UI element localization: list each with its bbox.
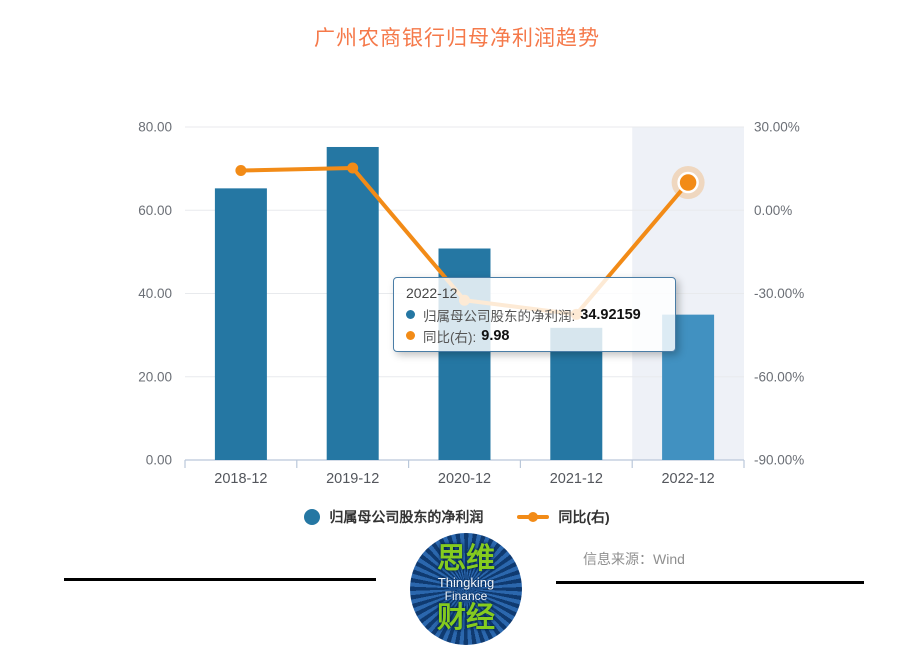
tooltip-line-series-dot-icon [406, 331, 415, 340]
logo-en-text-1: Thingking [437, 575, 495, 590]
bar-2018-12[interactable] [214, 188, 267, 460]
logo-top-text: 思维 [436, 543, 495, 575]
chart-tooltip: 2022-12 归属母公司股东的净利润: 34.92159 同比(右): 9.9… [393, 277, 676, 352]
bar-series-legend-icon [304, 509, 321, 525]
tooltip-netprofit-value: 34.92159 [580, 306, 641, 323]
chart-legend: 归属母公司股东的净利润 同比(右) [0, 505, 914, 529]
logo-bottom-text: 财经 [436, 602, 495, 634]
x-axis-label-2022-12: 2022-12 [661, 471, 714, 487]
bar-2019-12[interactable] [326, 146, 379, 461]
tooltip-yoy-label: 同比(右): [423, 329, 477, 345]
legend-yoy-label: 同比(右) [558, 509, 610, 525]
logo-en-text-2: Finance [444, 589, 488, 603]
line-point-2018-12[interactable] [235, 165, 247, 177]
tooltip-bar-series-dot-icon [406, 310, 415, 319]
legend-netprofit-label: 归属母公司股东的净利润 [329, 509, 484, 525]
left-axis-label: 60.00 [138, 203, 172, 218]
x-axis-label-2021-12: 2021-12 [550, 471, 603, 487]
right-axis-label: -60.00% [754, 369, 804, 384]
line-series-legend-icon [517, 512, 550, 522]
left-axis-label: 80.00 [138, 120, 172, 135]
chart-title: 广州农商银行归母净利润趋势 [314, 27, 600, 50]
line-point-2022-12[interactable] [677, 171, 699, 194]
tooltip-row-netprofit: 归属母公司股东的净利润: 34.92159 [406, 304, 663, 325]
tooltip-row-yoy: 同比(右): 9.98 [406, 325, 663, 346]
right-axis-label: -30.00% [754, 286, 804, 301]
tooltip-title: 2022-12 [406, 285, 458, 301]
x-axis-label-2018-12: 2018-12 [214, 471, 267, 487]
line-point-2019-12[interactable] [347, 162, 359, 174]
divider-line-right [556, 581, 864, 584]
divider-line-left [64, 578, 376, 581]
right-axis-label: 30.00% [754, 120, 800, 135]
left-axis-label: 20.00 [138, 369, 172, 384]
left-axis-label: 40.00 [138, 286, 172, 301]
tooltip-yoy-value: 9.98 [481, 327, 510, 344]
right-axis-label: -90.00% [754, 453, 804, 468]
right-axis-label: 0.00% [754, 203, 792, 218]
x-axis-label-2020-12: 2020-12 [438, 471, 491, 487]
legend-item-netprofit[interactable]: 归属母公司股东的净利润 [304, 507, 483, 527]
x-axis-label-2019-12: 2019-12 [326, 471, 379, 487]
left-axis-label: 0.00 [146, 453, 172, 468]
legend-item-yoy[interactable]: 同比(右) [517, 507, 610, 527]
data-source-label: 信息来源：Wind [583, 551, 685, 567]
tooltip-netprofit-label: 归属母公司股东的净利润: [423, 308, 576, 324]
thinking-finance-logo: 思维 Thingking Finance 财经 [410, 533, 522, 645]
